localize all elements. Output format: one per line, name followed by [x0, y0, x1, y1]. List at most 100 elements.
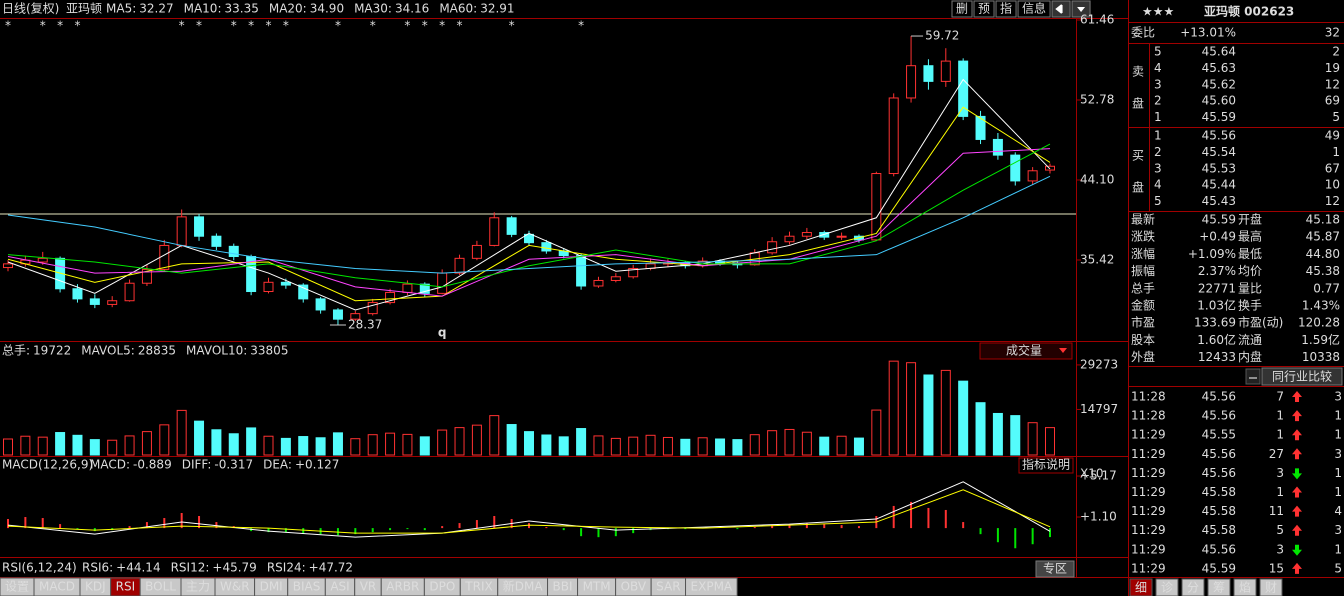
- toolbar-button-box[interactable]: [1017, 0, 1051, 18]
- readout-value: 32.27: [139, 2, 173, 16]
- readout-label: MA60:: [439, 2, 477, 16]
- volume-bar: [37, 436, 48, 456]
- zone-button[interactable]: [1035, 560, 1075, 578]
- macd-title: MACD(12,26,9): [2, 458, 93, 472]
- tick-count: 3: [1334, 447, 1342, 461]
- dropdown-label[interactable]: 成交量: [1006, 343, 1042, 358]
- tick-count: 1: [1334, 428, 1342, 442]
- candle-body: [332, 309, 343, 320]
- volume-bar: [437, 429, 448, 456]
- candle-body: [419, 283, 430, 294]
- panel-tab-label[interactable]: 筹: [1213, 581, 1225, 595]
- tab-label[interactable]: MACD: [39, 580, 75, 594]
- toolbar-button-box[interactable]: [995, 0, 1017, 18]
- peer-tab[interactable]: [1261, 367, 1343, 386]
- help-box[interactable]: [1018, 457, 1074, 474]
- stat-value: 133.69: [1194, 316, 1236, 330]
- level: 4: [1154, 178, 1162, 192]
- tab-label[interactable]: EXPMA: [691, 580, 733, 594]
- minimize-button[interactable]: [1245, 368, 1261, 385]
- volume-bar: [628, 436, 639, 456]
- tab-label[interactable]: BBI: [553, 580, 573, 594]
- tab-label[interactable]: ASI: [330, 580, 349, 594]
- price: 45.62: [1202, 77, 1236, 91]
- panel-tab[interactable]: [1129, 578, 1153, 596]
- tab-label[interactable]: VR: [360, 580, 377, 594]
- tick-price: 45.56: [1202, 466, 1236, 480]
- panel-tab[interactable]: [1259, 578, 1283, 596]
- panel-tab[interactable]: [1181, 578, 1205, 596]
- toolbar-button[interactable]: 信息: [1022, 1, 1046, 16]
- peer-tab-label[interactable]: 同行业比较: [1272, 369, 1332, 384]
- volume-bar: [992, 412, 1003, 456]
- tab[interactable]: [685, 577, 738, 596]
- tab-label[interactable]: 设置: [5, 580, 29, 594]
- candle-body: [801, 232, 812, 237]
- toolbar-button-box[interactable]: [973, 0, 995, 18]
- price: 45.63: [1202, 61, 1236, 75]
- tab-label[interactable]: KDJ: [85, 580, 106, 594]
- event-star: *: [578, 19, 584, 33]
- price: 45.43: [1202, 194, 1236, 208]
- tab-label[interactable]: DPO: [429, 580, 455, 594]
- candle-body: [940, 60, 951, 82]
- stat-label: 市盈(动): [1238, 315, 1283, 330]
- tab-label[interactable]: RSI: [116, 580, 136, 594]
- panel-tab-label[interactable]: 诊: [1161, 581, 1173, 595]
- volume-bar: [576, 428, 587, 456]
- help-button[interactable]: 指标说明: [1022, 457, 1070, 472]
- price: 45.53: [1202, 161, 1236, 175]
- tick-price: 45.56: [1202, 390, 1236, 404]
- ratio: +13.01%: [1180, 26, 1236, 40]
- toolbar-button-box[interactable]: [951, 0, 973, 18]
- tab-label[interactable]: MTM: [583, 580, 611, 594]
- tick-count: 3: [1334, 523, 1342, 537]
- tab-label[interactable]: 主力: [186, 580, 210, 594]
- volume-bar: [194, 420, 205, 456]
- tab-label[interactable]: W&R: [220, 580, 250, 594]
- tab-label[interactable]: TRIX: [464, 580, 492, 594]
- tick-time: 11:29: [1131, 466, 1166, 480]
- tab-label[interactable]: 新DMA: [503, 579, 544, 594]
- tick-price: 45.58: [1202, 523, 1236, 537]
- readout-label: MA20:: [269, 2, 307, 16]
- zone-label[interactable]: 专区: [1043, 561, 1067, 576]
- stat-label: 最新: [1131, 212, 1155, 227]
- toolbar-button[interactable]: 删: [956, 2, 968, 16]
- event-star: *: [248, 19, 254, 33]
- panel-tab[interactable]: [1207, 578, 1231, 596]
- stat-label: 外盘: [1131, 349, 1155, 364]
- event-star: *: [5, 19, 11, 33]
- tick-count: 1: [1334, 409, 1342, 423]
- panel-tab-label[interactable]: 细: [1135, 581, 1147, 595]
- volume: 67: [1325, 161, 1340, 175]
- stat-value: 120.28: [1298, 316, 1340, 330]
- tick-time: 11:29: [1131, 447, 1166, 461]
- candle-body: [992, 138, 1003, 156]
- panel-tab[interactable]: [1155, 578, 1179, 596]
- toolbar-button[interactable]: 预: [978, 2, 990, 16]
- panel-tab-label[interactable]: 分: [1187, 581, 1199, 595]
- panel-tab[interactable]: [1233, 578, 1257, 596]
- panel-tab-label[interactable]: 财: [1265, 581, 1277, 595]
- event-star: *: [370, 19, 376, 33]
- event-star: *: [231, 19, 237, 33]
- toolbar-button[interactable]: 指: [1000, 1, 1012, 16]
- readout-label: MA10:: [184, 2, 222, 16]
- tab-label[interactable]: SAR: [656, 580, 680, 594]
- tab-label[interactable]: ARBR: [386, 580, 419, 594]
- dropdown[interactable]: [979, 342, 1073, 360]
- tab-label[interactable]: OBV: [621, 580, 647, 594]
- volume-bar: [767, 430, 778, 456]
- candle-body: [89, 298, 100, 305]
- candle-body: [906, 65, 917, 99]
- tick-time: 11:28: [1131, 390, 1166, 404]
- tab-label[interactable]: BOLL: [145, 580, 176, 594]
- tick-arrow: [1292, 429, 1302, 441]
- event-star: *: [57, 19, 63, 33]
- tab-label[interactable]: BIAS: [293, 580, 321, 594]
- panel-tab-label[interactable]: 焰: [1239, 580, 1251, 595]
- tab-label[interactable]: DMI: [260, 580, 283, 594]
